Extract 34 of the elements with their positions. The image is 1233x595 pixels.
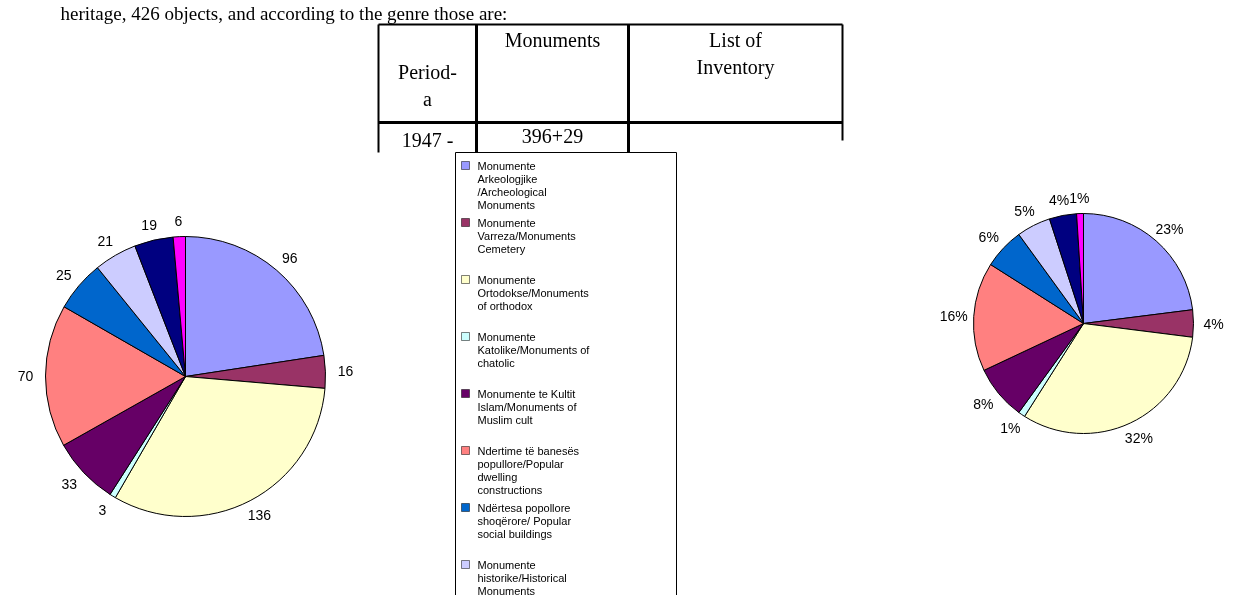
- data-label: 8%: [973, 395, 994, 412]
- legend-label: Monumente Ortodokse/Monuments of orthodox: [477, 273, 590, 313]
- data-label: 70: [17, 367, 34, 384]
- legend-label: Monumente historike/Historical Monuments: [477, 558, 567, 595]
- data-label: 136: [247, 506, 272, 523]
- legend-label: Ndërtesa popollore shoqërore/ Popular social buildings: [477, 501, 572, 541]
- data-label: 1%: [1000, 419, 1021, 436]
- data-label: 1%: [1069, 189, 1090, 206]
- data-label: 16: [337, 363, 354, 380]
- data-label: 5%: [1014, 203, 1035, 220]
- legend-label: Monumente te Kultit Islam/Monuments of Muslim cult: [477, 387, 578, 427]
- data-label: 96: [281, 250, 298, 267]
- legend-label: Ndertime të banesës popullore/Popular dwelling constructions: [477, 444, 580, 497]
- data-label: 3: [98, 501, 107, 518]
- data-label: 6: [174, 212, 183, 229]
- text: heritage, 426 objects, and according to the genre those are:: [60, 2, 508, 24]
- text: List of Inventory: [696, 28, 775, 79]
- text: Monuments: [504, 28, 601, 51]
- data-label: 19: [141, 216, 158, 233]
- text: Period- a: [398, 60, 457, 110]
- data-label: 4%: [1203, 315, 1224, 332]
- data-label: 23%: [1155, 220, 1184, 237]
- data-label: 6%: [978, 229, 999, 246]
- data-label: 16%: [939, 307, 968, 324]
- text: 1947 -: [401, 128, 454, 151]
- data-label: 4%: [1049, 191, 1070, 208]
- text: 396+29: [521, 124, 584, 147]
- data-label: 32%: [1124, 429, 1153, 446]
- data-label: 21: [97, 233, 114, 250]
- legend-label: Monumente Varreza/Monuments Cemetery: [477, 216, 577, 256]
- legend-label: Monumente Katolike/Monuments of chatolic: [477, 330, 591, 370]
- data-label: 33: [61, 475, 78, 492]
- data-label: 25: [55, 267, 72, 284]
- legend-label: Monumente Arkeologjike /Archeological Monuments: [477, 159, 547, 212]
